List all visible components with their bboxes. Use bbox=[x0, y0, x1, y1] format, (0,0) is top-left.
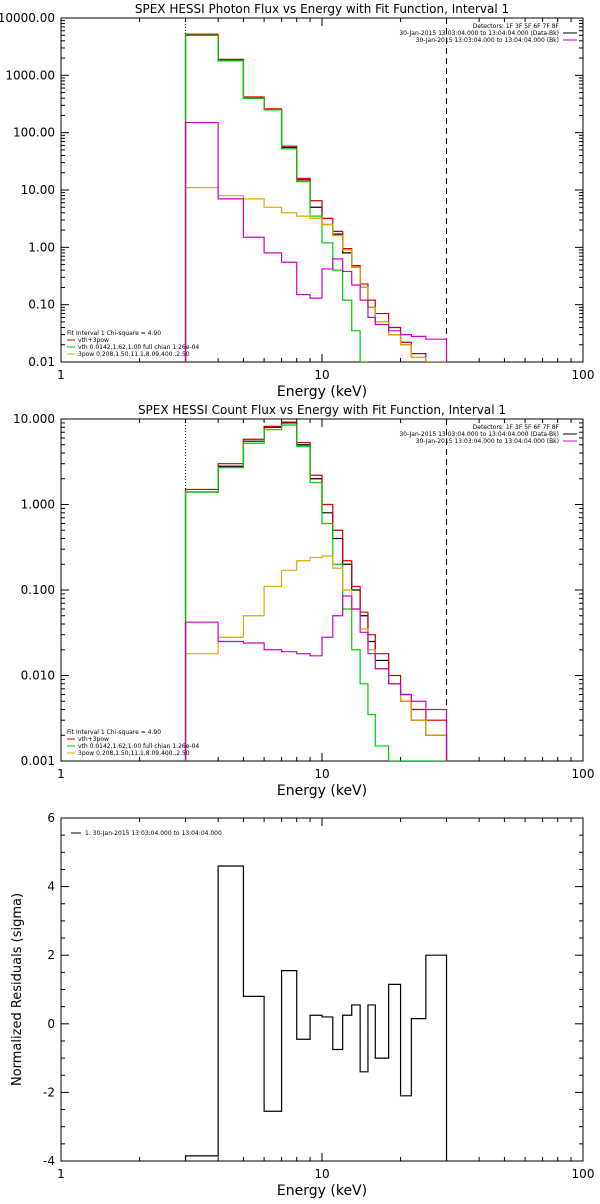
y-tick-label: -4 bbox=[43, 1154, 55, 1168]
y-tick-label: 0.10 bbox=[28, 298, 55, 312]
series-3-step-line bbox=[184, 187, 447, 362]
series-2-step-line bbox=[184, 34, 448, 362]
y-tick-label: 100.00 bbox=[13, 126, 55, 140]
data-layer bbox=[184, 18, 448, 362]
y-tick-label: 4 bbox=[47, 880, 55, 894]
y-tick-label: 10.00 bbox=[21, 183, 55, 197]
x-tick-label: 100 bbox=[572, 1167, 595, 1181]
x-axis-label: Energy (keV) bbox=[277, 1183, 367, 1199]
x-tick-label: 1 bbox=[57, 368, 65, 382]
x-tick-label: 10 bbox=[314, 1167, 329, 1181]
series-4-step-line bbox=[184, 595, 448, 761]
plot-photon: 1 10 100 10000.00 1000.00 100.00 10.00 1.00 0.10… bbox=[0, 2, 594, 400]
x-axis-label: Energy (keV) bbox=[277, 783, 367, 799]
series-0-step-line bbox=[184, 422, 448, 761]
plot-frame bbox=[60, 817, 584, 1162]
series-2-step-line bbox=[184, 424, 447, 761]
y-tick-label: 0.010 bbox=[21, 669, 55, 683]
legend-bottom-left-text: vth 0.0142,1.62,1.00 full chian 1.26e-04 bbox=[78, 743, 199, 750]
legend-top-right-text: 30-Jan-2015 13:03:04.000 to 13:04:04.000… bbox=[399, 431, 559, 438]
plot-residual: 1 10 100 6 4 2 0 -2 -4 Energy (keV) Normalized Res… bbox=[10, 811, 594, 1199]
series-3-step-line bbox=[184, 555, 448, 761]
y-tick-label: 10.000 bbox=[13, 412, 55, 426]
legend-bottom-left-text: vth+3pow bbox=[78, 736, 109, 743]
y-tick-label: 1.00 bbox=[28, 240, 55, 254]
y-tick-label: 0.01 bbox=[28, 355, 55, 369]
x-tick-label: 100 bbox=[572, 368, 595, 382]
legend-bottom-left-text: Fit Interval 1 Chi-square = 4.90 bbox=[67, 729, 161, 736]
data-layer bbox=[184, 419, 448, 761]
y-axis-label: Normalized Residuals (sigma) bbox=[10, 893, 25, 1086]
legend-top-right-text: Detectors: 1F 3F 5F 6F 7F 8F bbox=[473, 23, 560, 30]
series-0-step-line bbox=[184, 865, 448, 1161]
legend-top-right-text: Detectors: 1F 3F 5F 6F 7F 8F bbox=[473, 424, 560, 431]
x-axis-label: Energy (keV) bbox=[277, 384, 367, 400]
x-tick-label: 10 bbox=[314, 767, 329, 781]
series-4-step-line bbox=[184, 121, 448, 362]
legend-bottom-left-text: vth 0.0142,1.62,1.00 full chian 1.26e-04 bbox=[78, 344, 199, 351]
series-1-step-line bbox=[184, 421, 448, 761]
y-tick-label: 1.000 bbox=[21, 498, 55, 512]
y-tick-label: 1000.00 bbox=[5, 68, 55, 82]
legend-bottom-left-text: vth+3pow bbox=[78, 337, 109, 344]
plot-count: 1 10 100 10.000 1.000 0.100 0.010 0.001 SPEX HES… bbox=[13, 403, 594, 799]
data-layer bbox=[184, 865, 448, 1161]
plot-frame bbox=[60, 418, 584, 762]
legend-top-right-text: 30-Jan-2015 13:03:04.000 to 13:04:04.000… bbox=[399, 30, 559, 37]
chart-title: SPEX HESSI Photon Flux vs Energy with Fi… bbox=[135, 2, 509, 16]
x-tick-label: 1 bbox=[57, 767, 65, 781]
x-tick-label: 10 bbox=[314, 368, 329, 382]
legend-bottom-left-text: 3pow 0.208,1.50,11.1,8.09,400.,2.50 bbox=[78, 750, 190, 757]
y-tick-label: 0.100 bbox=[21, 583, 55, 597]
y-tick-label: 6 bbox=[47, 811, 55, 825]
legend-bottom-left-text: Fit Interval 1 Chi-square = 4.90 bbox=[67, 330, 161, 337]
y-tick-label: 10000.00 bbox=[0, 11, 55, 25]
legend-top-left-text: 1. 30-Jan-2015 13:03:04.000 to 13:04:04.… bbox=[85, 830, 222, 837]
series-1-step-line bbox=[184, 33, 447, 362]
y-tick-label: 2 bbox=[47, 948, 55, 962]
legend-bottom-left-text: 3pow 0.208,1.50,11.1,8.09,400.,2.50 bbox=[78, 351, 190, 358]
y-tick-label: -2 bbox=[43, 1085, 55, 1099]
y-tick-label: 0.001 bbox=[21, 754, 55, 768]
x-tick-label: 1 bbox=[57, 1167, 65, 1181]
legend-top-right-text: 30-Jan-2015 13:03:04.000 to 13:04:04.000… bbox=[416, 37, 559, 44]
x-tick-label: 100 bbox=[572, 767, 595, 781]
plot-frame bbox=[60, 17, 584, 363]
legend-top-right-text: 30-Jan-2015 13:03:04.000 to 13:04:04.000… bbox=[416, 438, 559, 445]
y-tick-label: 0 bbox=[47, 1017, 55, 1031]
chart-title: SPEX HESSI Count Flux vs Energy with Fit… bbox=[138, 403, 506, 417]
